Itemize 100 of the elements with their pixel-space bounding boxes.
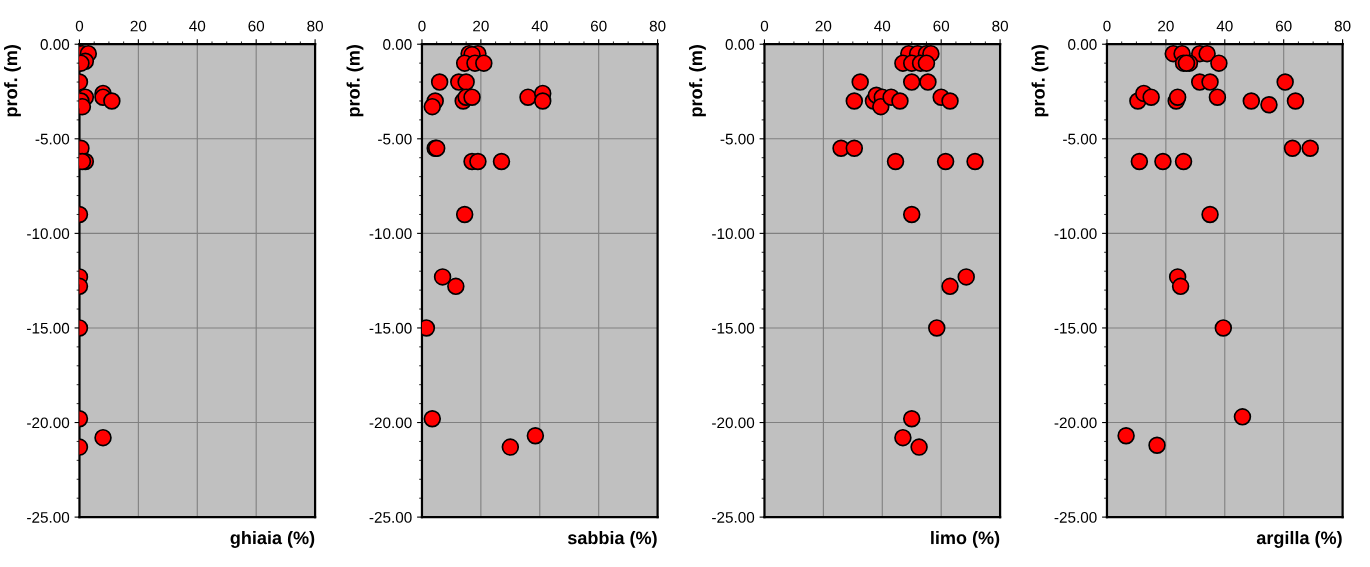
y-tick-label: -15.00 <box>1054 322 1097 334</box>
point <box>430 73 449 91</box>
x-tick-label: 40 <box>189 20 206 32</box>
y-tick-label: -25.00 <box>1054 511 1097 523</box>
point <box>463 88 481 106</box>
point <box>1174 152 1193 171</box>
point <box>851 73 869 91</box>
x-tick-label: 0 <box>760 20 769 32</box>
point <box>1214 319 1233 337</box>
point <box>1301 139 1319 158</box>
x-tick-label: 20 <box>473 20 489 32</box>
point <box>533 92 552 110</box>
x-tick-label: 0 <box>1103 20 1111 32</box>
y-axis-title: prof. (m) <box>1031 45 1049 117</box>
y-tick-label: -5.00 <box>35 133 70 145</box>
point <box>1142 88 1160 106</box>
point <box>1117 427 1135 445</box>
y-axis-title: prof. (m) <box>689 45 706 117</box>
point <box>1260 96 1278 114</box>
x-tick-label: 40 <box>1216 20 1233 32</box>
point <box>1208 88 1227 106</box>
y-tick-label: -20.00 <box>369 417 412 429</box>
y-tick-label: 0.00 <box>1068 39 1097 50</box>
y-tick-label: -15.00 <box>27 322 70 334</box>
point <box>941 92 959 110</box>
y-tick-label: -15.00 <box>369 322 412 334</box>
point <box>423 97 442 116</box>
x-tick-label: 0 <box>418 20 426 32</box>
point <box>917 54 936 72</box>
point <box>1242 92 1261 110</box>
point <box>894 428 912 447</box>
y-tick-label: -5.00 <box>720 133 755 145</box>
y-tick-label: -20.00 <box>712 417 755 429</box>
y-tick-label: -20.00 <box>27 417 70 429</box>
point <box>910 438 928 456</box>
point <box>1130 152 1149 171</box>
y-tick-label: -10.00 <box>369 228 412 240</box>
point <box>423 409 442 428</box>
point <box>475 54 493 72</box>
point <box>1233 408 1252 426</box>
point <box>1283 139 1302 158</box>
point <box>492 152 511 171</box>
point <box>457 73 475 91</box>
y-axis-title: prof. (m) <box>346 45 364 117</box>
y-tick-label: -20.00 <box>1054 417 1097 429</box>
point <box>891 92 909 110</box>
y-tick-label: -15.00 <box>712 322 755 334</box>
y-tick-label: -25.00 <box>369 511 412 523</box>
y-tick-label: 0.00 <box>40 39 70 50</box>
y-tick-label: -5.00 <box>378 133 412 145</box>
y-tick-label: -10.00 <box>712 228 755 240</box>
y-tick-label: 0.00 <box>725 39 755 50</box>
point <box>1171 277 1190 296</box>
point <box>902 73 921 91</box>
point <box>447 277 465 296</box>
point <box>469 152 487 171</box>
point <box>936 152 955 171</box>
point <box>966 152 984 171</box>
point <box>1210 54 1228 72</box>
point <box>1198 44 1216 63</box>
point <box>902 205 921 224</box>
y-axis-title: prof. (m) <box>4 45 21 117</box>
x-tick-label: 20 <box>130 20 147 32</box>
point <box>902 409 921 428</box>
y-tick-label: 0.00 <box>383 39 412 50</box>
point <box>1201 205 1219 224</box>
x-tick-label: 80 <box>992 20 1008 32</box>
x-tick-label: 0 <box>75 20 84 32</box>
point <box>526 427 545 445</box>
x-axis-title: ghiaia (%) <box>230 530 315 548</box>
x-tick-label: 20 <box>815 20 832 32</box>
point <box>1276 73 1294 91</box>
point <box>1201 73 1219 91</box>
point <box>872 97 890 116</box>
x-tick-label: 60 <box>590 20 607 32</box>
point <box>455 205 474 224</box>
point <box>928 319 946 337</box>
x-tick-label: 20 <box>1158 20 1174 32</box>
point <box>957 268 975 286</box>
y-tick-label: -10.00 <box>1054 228 1097 240</box>
x-tick-label: 60 <box>1275 20 1292 32</box>
x-axis-title: limo (%) <box>931 530 1000 548</box>
y-tick-label: -25.00 <box>27 511 70 523</box>
point <box>941 277 959 296</box>
y-tick-label: -25.00 <box>712 511 755 523</box>
x-tick-label: 80 <box>1334 20 1351 32</box>
point <box>1154 152 1172 171</box>
x-axis-title: argilla (%) <box>1256 530 1342 548</box>
point <box>886 152 905 171</box>
y-tick-label: -10.00 <box>27 228 70 240</box>
point <box>845 139 864 158</box>
x-tick-label: 60 <box>248 20 265 32</box>
point <box>1168 88 1187 106</box>
point <box>845 92 864 110</box>
x-axis-title: sabbia (%) <box>567 530 657 548</box>
point <box>501 438 520 456</box>
point <box>919 73 937 91</box>
x-tick-label: 40 <box>531 20 548 32</box>
x-tick-label: 60 <box>933 20 950 32</box>
point <box>1286 92 1305 110</box>
